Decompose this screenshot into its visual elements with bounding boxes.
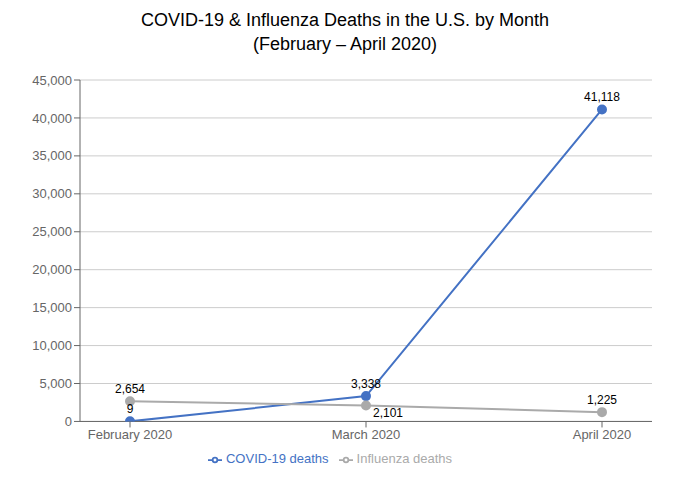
- svg-text:41,118: 41,118: [584, 90, 620, 104]
- svg-text:40,000: 40,000: [32, 111, 72, 126]
- html-text:COVID-19 deaths: COVID-19 deaths: [226, 451, 329, 467]
- svg-text:5,000: 5,000: [39, 376, 72, 391]
- svg-text:0: 0: [65, 414, 72, 429]
- svg-text:2,101: 2,101: [373, 406, 403, 420]
- svg-text:3,338: 3,338: [351, 377, 381, 391]
- svg-text:15,000: 15,000: [32, 300, 72, 315]
- html-text:(February – April 2020): (February – April 2020): [253, 34, 437, 54]
- svg-text:March 2020: March 2020: [332, 427, 401, 442]
- svg-text:30,000: 30,000: [32, 186, 72, 201]
- svg-text:35,000: 35,000: [32, 148, 72, 163]
- svg-text:9: 9: [127, 402, 134, 416]
- svg-text:April 2020: April 2020: [573, 427, 632, 442]
- svg-text:1,225: 1,225: [587, 393, 617, 407]
- svg-text:2,654: 2,654: [115, 382, 145, 396]
- svg-text:20,000: 20,000: [32, 262, 72, 277]
- html-text:COVID-19 & Influenza Deaths in: COVID-19 & Influenza Deaths in the U.S. …: [140, 10, 550, 30]
- html-text:Influenza deaths: Influenza deaths: [356, 451, 452, 467]
- svg-text:45,000: 45,000: [32, 73, 72, 88]
- svg-text:February 2020: February 2020: [88, 427, 173, 442]
- svg-text:25,000: 25,000: [32, 224, 72, 239]
- svg-text:10,000: 10,000: [32, 338, 72, 353]
